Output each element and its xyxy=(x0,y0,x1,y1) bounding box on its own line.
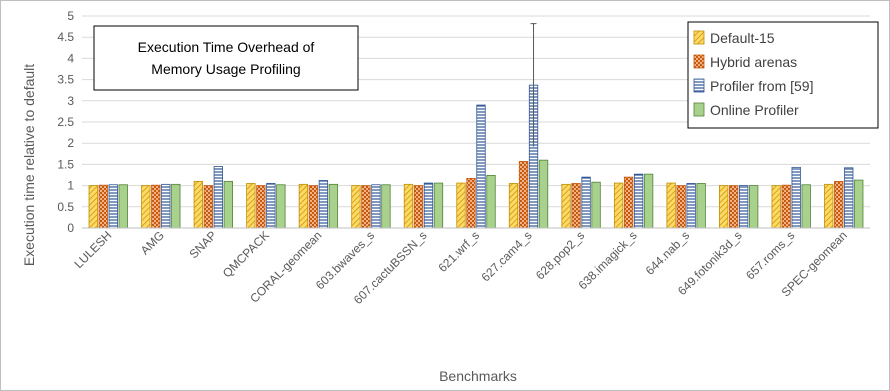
y-tick-label: 1 xyxy=(67,179,74,193)
y-tick-label: 1.5 xyxy=(57,157,74,171)
chart-title-box: Execution Time Overhead of Memory Usage … xyxy=(93,25,359,91)
error-bar xyxy=(530,23,537,147)
bar-hybrid-arenas-627-cam4-s xyxy=(518,161,529,229)
bar-online-profiler-spec-geomean xyxy=(854,179,864,229)
bar-profiler-from-59-snap xyxy=(213,166,223,229)
bar-profiler-from-59-amg xyxy=(161,183,171,229)
bar-online-profiler-607-cactubssn-s xyxy=(433,182,444,229)
bar-online-profiler-snap xyxy=(223,180,233,229)
bar-online-profiler-627-cam4-s xyxy=(538,159,549,229)
x-tick-label: AMG xyxy=(138,228,167,257)
bar-hybrid-arenas-603-bwaves-s xyxy=(361,185,371,229)
bar-hybrid-arenas-657-roms-s xyxy=(781,184,791,229)
bar-profiler-from-59-607-cactubssn-s xyxy=(423,182,434,229)
y-tick-label: 2 xyxy=(67,136,74,150)
x-tick-label: 627.cam4_s xyxy=(479,228,535,284)
legend-swatch xyxy=(693,30,705,45)
y-tick-label: 2.5 xyxy=(57,115,74,129)
y-tick-label: 0 xyxy=(67,221,74,235)
chart-title-line-1: Execution Time Overhead of xyxy=(138,39,315,55)
bar-hybrid-arenas-649-fotonik3d-s xyxy=(729,185,739,229)
legend: Default-15 Hybrid arenas Profiler from [59… xyxy=(687,21,879,129)
bar-online-profiler-638-imagick-s xyxy=(643,173,654,229)
bar-online-profiler-603-bwaves-s xyxy=(381,184,391,229)
legend-swatch xyxy=(693,78,705,93)
bar-online-profiler-621-wrf-s xyxy=(486,175,496,229)
y-tick-label: 3 xyxy=(67,94,74,108)
bar-hybrid-arenas-628-pop2-s xyxy=(571,183,581,229)
bar-profiler-from-59-657-roms-s xyxy=(791,166,801,229)
legend-label: Default-15 xyxy=(710,30,775,46)
bar-profiler-from-59-638-imagick-s xyxy=(633,173,644,229)
legend-label: Profiler from [59] xyxy=(710,78,813,94)
legend-label: Hybrid arenas xyxy=(710,54,797,70)
bar-profiler-from-59-603-bwaves-s xyxy=(371,184,381,229)
chart-title-line-2: Memory Usage Profiling xyxy=(151,61,300,77)
bar-default-15-649-fotonik3d-s xyxy=(719,185,729,229)
bar-default-15-603-bwaves-s xyxy=(351,185,361,229)
bar-hybrid-arenas-amg xyxy=(151,184,161,229)
error-bars xyxy=(530,23,537,147)
bar-default-15-644-nab-s xyxy=(666,182,676,229)
bar-default-15-qmcpack xyxy=(246,183,256,229)
bar-default-15-amg xyxy=(141,185,151,229)
bar-profiler-from-59-lulesh xyxy=(108,184,118,229)
x-axis-label: Benchmarks xyxy=(439,368,517,384)
bar-default-15-638-imagick-s xyxy=(613,182,624,229)
bar-online-profiler-coral-geomean xyxy=(328,183,339,229)
bar-online-profiler-amg xyxy=(171,183,181,229)
bar-default-15-snap xyxy=(193,180,203,229)
bar-hybrid-arenas-607-cactubssn-s xyxy=(413,185,424,229)
bar-online-profiler-628-pop2-s xyxy=(591,181,601,229)
bar-online-profiler-644-nab-s xyxy=(696,183,706,229)
bar-profiler-from-59-649-fotonik3d-s xyxy=(739,185,749,229)
bar-default-15-607-cactubssn-s xyxy=(403,183,414,229)
bar-profiler-from-59-628-pop2-s xyxy=(581,176,591,229)
x-tick-label: SNAP xyxy=(186,228,219,261)
bar-hybrid-arenas-spec-geomean xyxy=(834,180,844,229)
x-tick-label: 621.wrf_s xyxy=(435,228,482,275)
y-tick-label: 3.5 xyxy=(57,73,74,87)
legend-label: Online Profiler xyxy=(710,102,799,118)
bar-profiler-from-59-644-nab-s xyxy=(686,183,696,229)
legend-swatch xyxy=(693,102,705,117)
bar-online-profiler-657-roms-s xyxy=(801,184,811,229)
bar-hybrid-arenas-lulesh xyxy=(98,184,108,229)
bar-profiler-from-59-spec-geomean xyxy=(844,167,854,229)
bar-hybrid-arenas-qmcpack xyxy=(256,185,266,229)
x-tick-label: 628.pop2_s xyxy=(533,228,587,282)
y-axis-label: Execution time relative to default xyxy=(21,64,37,266)
y-tick-label: 4 xyxy=(67,51,74,65)
x-axis-ticks: LULESH AMG SNAP QMCPACKCORAL-geomean603.bwa… xyxy=(71,228,849,307)
bar-hybrid-arenas-coral-geomean xyxy=(308,185,319,229)
y-axis-ticks: 0 0.5 1 1.5 2 2.5 3 3.5 4 4.5 5 xyxy=(57,9,74,235)
bar-profiler-from-59-qmcpack xyxy=(266,183,276,229)
bar-profiler-from-59-coral-geomean xyxy=(318,180,329,229)
y-tick-label: 4.5 xyxy=(57,30,74,44)
bar-default-15-627-cam4-s xyxy=(508,183,519,229)
bar-hybrid-arenas-snap xyxy=(203,185,213,229)
y-tick-label: 5 xyxy=(67,9,74,23)
bar-default-15-628-pop2-s xyxy=(561,183,571,229)
y-tick-label: 0.5 xyxy=(57,200,74,214)
bar-profiler-from-59-621-wrf-s xyxy=(476,104,486,229)
bar-default-15-coral-geomean xyxy=(298,183,309,229)
bar-hybrid-arenas-621-wrf-s xyxy=(466,177,476,229)
bar-online-profiler-649-fotonik3d-s xyxy=(749,185,759,229)
x-tick-label: 657.roms_s xyxy=(743,228,797,282)
bar-hybrid-arenas-638-imagick-s xyxy=(623,176,634,229)
bar-hybrid-arenas-644-nab-s xyxy=(676,185,686,229)
x-tick-label: QMCPACK xyxy=(220,228,272,280)
x-tick-label: LULESH xyxy=(71,228,114,271)
bar-default-15-657-roms-s xyxy=(771,185,781,229)
bar-default-15-spec-geomean xyxy=(824,183,834,229)
bar-online-profiler-qmcpack xyxy=(276,184,286,229)
bar-default-15-621-wrf-s xyxy=(456,182,466,229)
bar-default-15-lulesh xyxy=(88,185,98,229)
bar-online-profiler-lulesh xyxy=(118,184,128,229)
x-tick-label: 644.nab_s xyxy=(643,228,693,278)
legend-swatch xyxy=(693,54,705,69)
